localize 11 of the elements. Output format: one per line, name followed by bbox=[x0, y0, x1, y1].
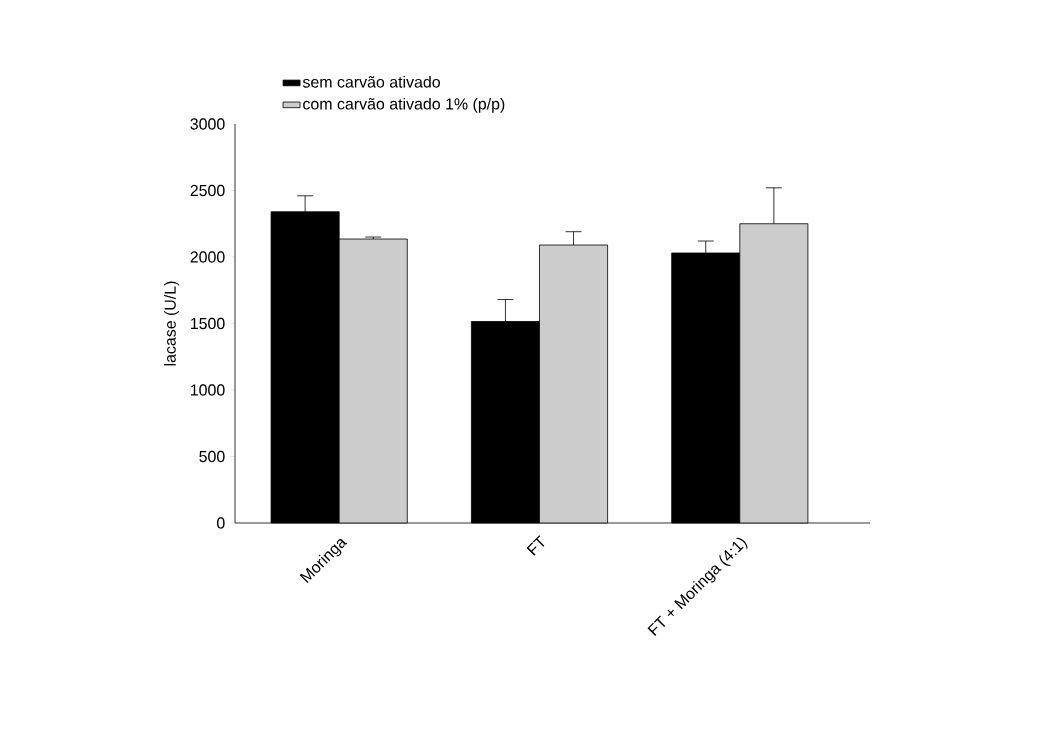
y-tick-label: 500 bbox=[199, 450, 225, 463]
y-tick-label: 0 bbox=[217, 517, 225, 529]
y-tick-label: 3000 bbox=[190, 118, 225, 130]
y-tick-label: 2000 bbox=[190, 251, 225, 263]
y-tick-label: 1500 bbox=[191, 317, 225, 330]
y-tick-label: 1000 bbox=[191, 384, 225, 396]
legend-label: sem carvão ativado bbox=[302, 75, 440, 88]
legend-label: com carvão ativado 1% (p/p) bbox=[303, 97, 505, 113]
x-tick-label: FT bbox=[526, 535, 545, 556]
y-tick-label: 2500 bbox=[190, 184, 225, 197]
y-axis-title: lacase (U/L) bbox=[164, 281, 179, 366]
